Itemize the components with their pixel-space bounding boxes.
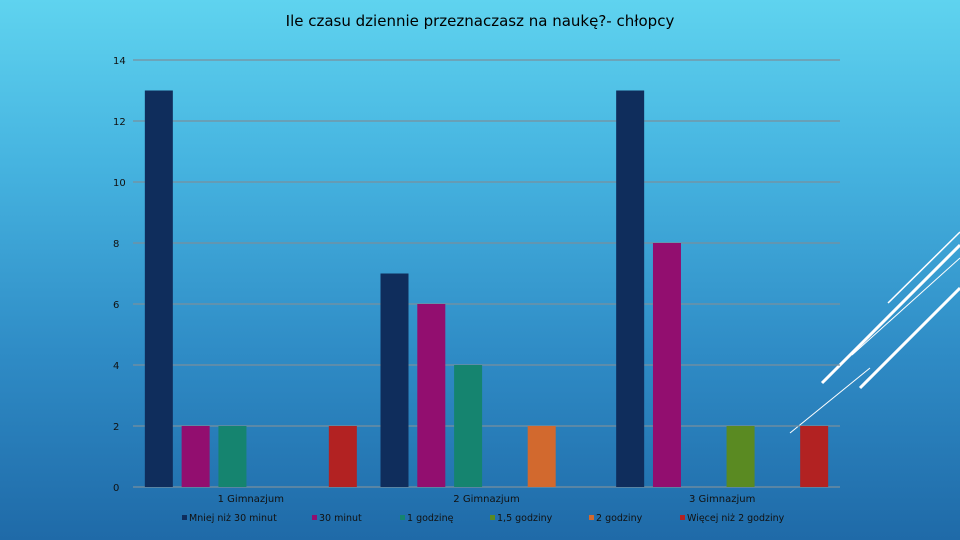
decorative-line [851, 257, 960, 356]
y-tick-label: 0 [113, 483, 119, 494]
legend-swatch [589, 515, 594, 520]
decorative-line [789, 367, 871, 434]
y-tick-label: 6 [113, 300, 119, 311]
y-tick-label: 14 [113, 56, 126, 67]
decorative-line [820, 243, 960, 385]
category-label: 1 Gimnazjum [218, 494, 284, 505]
y-tick-label: 4 [113, 361, 119, 372]
legend-label: 1,5 godziny [497, 513, 553, 524]
legend-swatch [182, 515, 187, 520]
bar [527, 426, 556, 487]
bar [454, 365, 483, 487]
category-label: 2 Gimnazjum [453, 494, 519, 505]
y-tick-label: 8 [113, 239, 119, 250]
bar [726, 426, 755, 487]
legend-swatch [680, 515, 685, 520]
decorative-lines [789, 231, 960, 434]
legend-label: 1 godzinę [407, 513, 454, 524]
chart-title: Ile czasu dziennie przeznaczasz na naukę… [285, 12, 675, 30]
bar [652, 243, 681, 487]
bar [380, 273, 409, 487]
legend-label: Mniej niż 30 minut [189, 513, 277, 524]
bar [417, 304, 446, 487]
bar [181, 426, 210, 487]
bar [616, 90, 645, 487]
y-tick-label: 12 [113, 117, 126, 128]
decorative-line [887, 231, 960, 304]
legend-swatch [490, 515, 495, 520]
bar [144, 90, 173, 487]
bar [800, 426, 829, 487]
legend-label: 2 godziny [596, 513, 643, 524]
legend-label: 30 minut [319, 513, 362, 524]
y-tick-label: 2 [113, 422, 119, 433]
y-tick-label: 10 [113, 178, 126, 189]
bar [218, 426, 247, 487]
bar [328, 426, 357, 487]
legend-swatch [312, 515, 317, 520]
category-label: 3 Gimnazjum [689, 494, 755, 505]
legend-label: Więcej niż 2 godziny [687, 513, 785, 524]
legend-swatch [400, 515, 405, 520]
decorative-line [858, 286, 960, 390]
